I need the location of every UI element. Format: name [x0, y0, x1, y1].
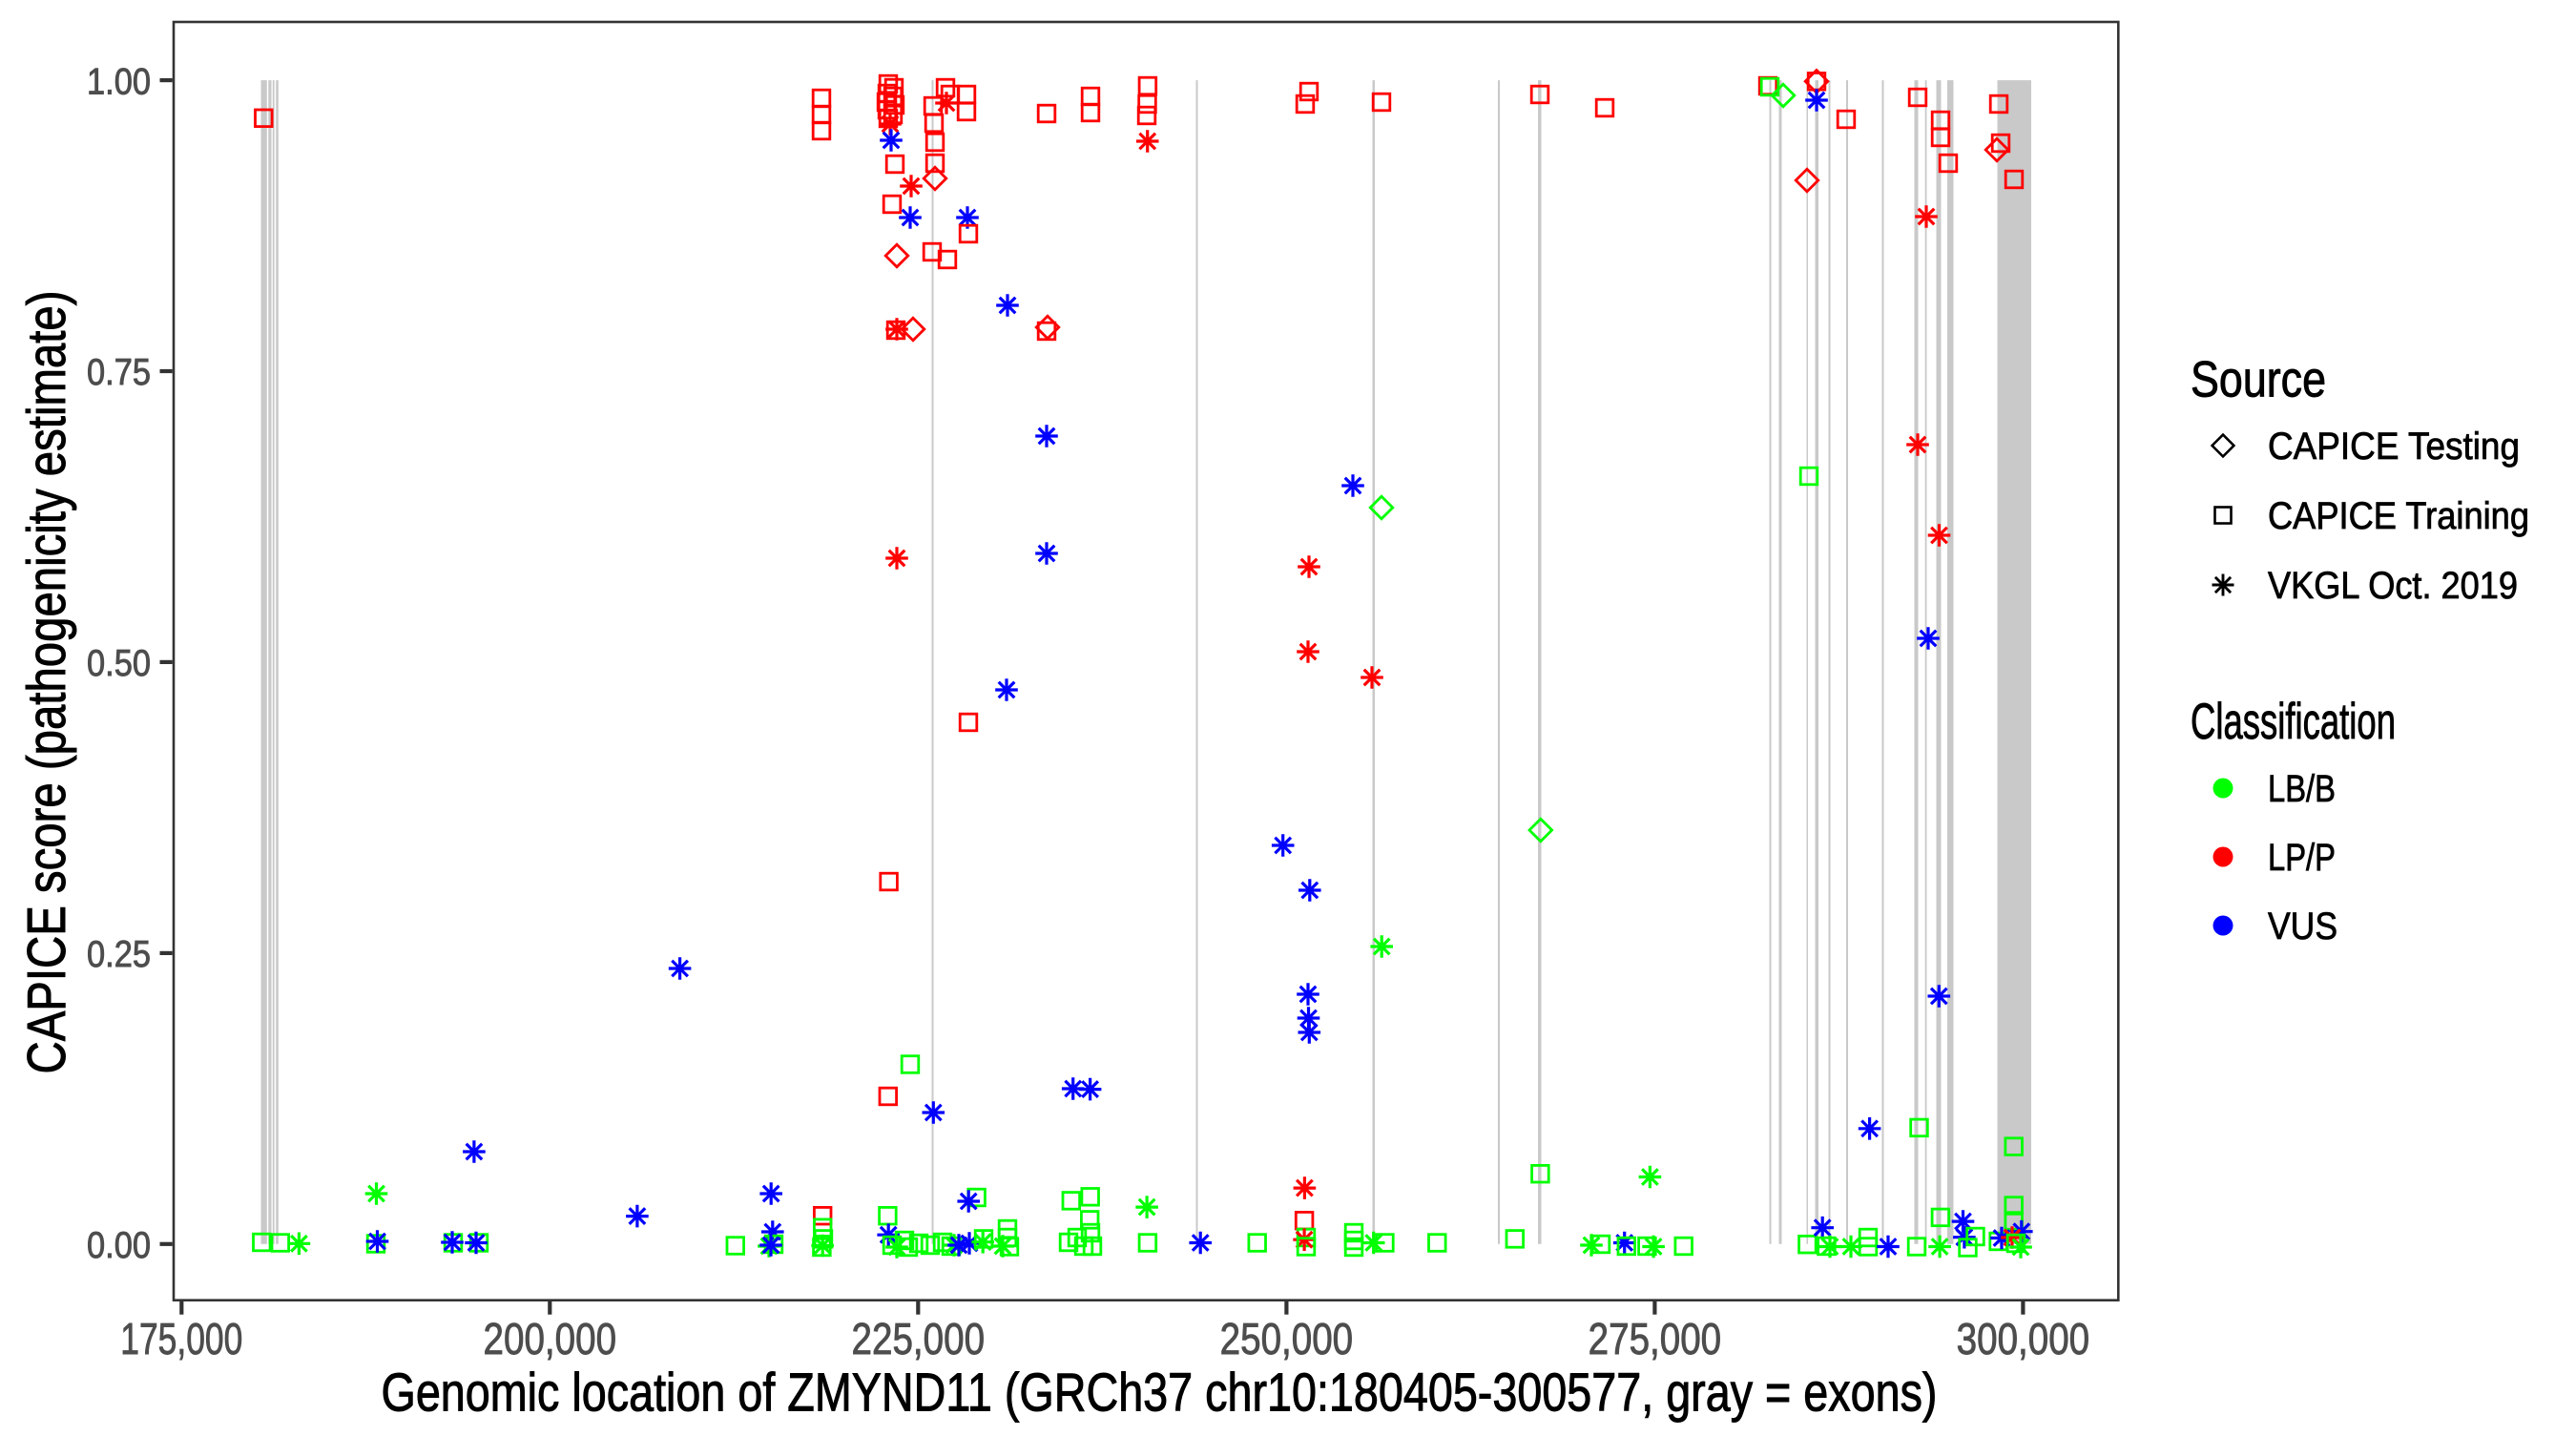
svg-text:Genomic location of ZMYND11 (G: Genomic location of ZMYND11 (GRCh37 chr1… — [382, 1363, 1938, 1424]
svg-text:VKGL Oct. 2019: VKGL Oct. 2019 — [2268, 565, 2518, 607]
svg-text:300,000: 300,000 — [1957, 1314, 2090, 1363]
svg-text:250,000: 250,000 — [1220, 1314, 1354, 1363]
svg-text:0.50: 0.50 — [87, 643, 151, 684]
svg-text:0.25: 0.25 — [87, 934, 151, 975]
svg-text:225,000: 225,000 — [852, 1314, 986, 1363]
svg-text:VUS: VUS — [2268, 905, 2337, 947]
svg-text:175,000: 175,000 — [120, 1314, 242, 1363]
svg-text:275,000: 275,000 — [1589, 1314, 1722, 1363]
svg-text:CAPICE score (pathogenicity es: CAPICE score (pathogenicity estimate) — [16, 291, 77, 1074]
svg-text:CAPICE Testing: CAPICE Testing — [2268, 426, 2520, 468]
svg-text:LB/B: LB/B — [2268, 768, 2336, 810]
svg-text:0.00: 0.00 — [87, 1225, 151, 1266]
svg-text:LP/P: LP/P — [2268, 837, 2336, 879]
svg-text:Source: Source — [2191, 352, 2326, 408]
svg-text:0.75: 0.75 — [87, 352, 151, 393]
svg-text:CAPICE Training: CAPICE Training — [2268, 495, 2529, 537]
svg-text:1.00: 1.00 — [87, 61, 151, 102]
svg-text:Classification: Classification — [2191, 694, 2396, 750]
svg-text:200,000: 200,000 — [484, 1314, 617, 1363]
